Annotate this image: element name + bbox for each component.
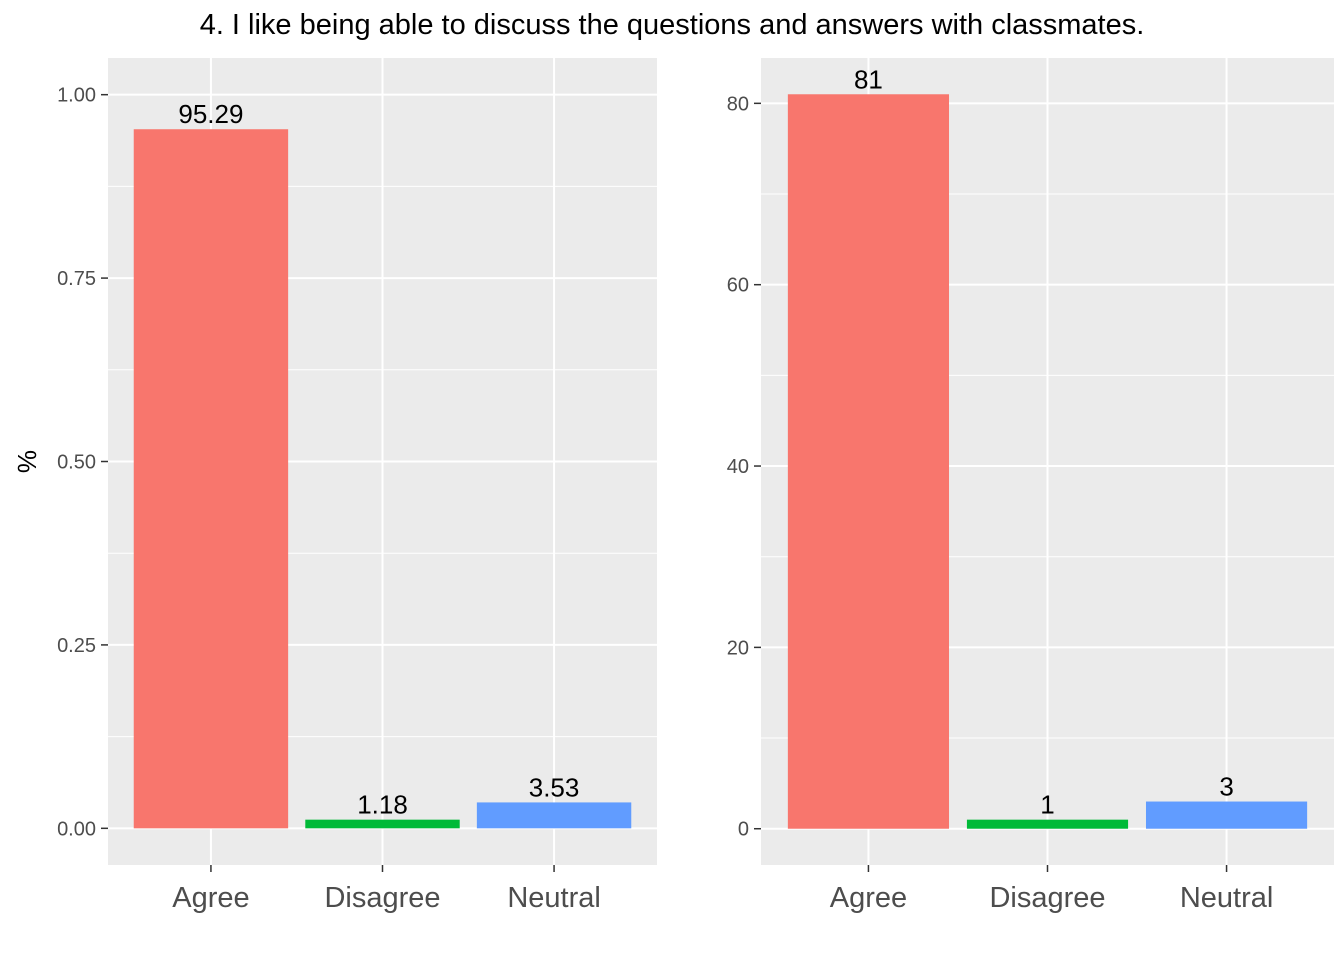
- data-label: 3.53: [529, 772, 580, 802]
- y-tick-label: 20: [727, 637, 749, 659]
- x-tick-label: Agree: [172, 882, 249, 914]
- y-tick-label: 0.75: [57, 268, 96, 290]
- y-tick-label: 0: [738, 819, 749, 841]
- panel-2: 0 20 40 60 80 81 1 3 Agree Disagree Neutral: [727, 58, 1334, 914]
- y-tick-label: 60: [727, 275, 749, 297]
- y-tick-label: 80: [727, 93, 749, 115]
- bar-neutral: [476, 802, 632, 829]
- y-tick-label: 0.50: [57, 452, 96, 474]
- panel-1: 0.00 0.25 0.50 0.75 1.00 95.29 1.18 3.53 Agree Di…: [12, 58, 657, 914]
- x-tick-label: Neutral: [507, 882, 601, 914]
- bar-neutral: [1145, 801, 1308, 829]
- y-tick-label: 40: [727, 456, 749, 478]
- x-tick-label: Neutral: [1180, 882, 1274, 914]
- figure-title: 4. I like being able to discuss the ques…: [200, 9, 1145, 41]
- bar-disagree: [305, 819, 460, 829]
- data-label: 1.18: [357, 790, 408, 820]
- data-label: 95.29: [178, 99, 243, 129]
- data-label: 81: [854, 64, 883, 94]
- x-tick-label: Agree: [830, 882, 907, 914]
- data-label: 1: [1040, 790, 1054, 820]
- y-tick-label: 0.25: [57, 635, 96, 657]
- y-axis-title: %: [12, 450, 42, 473]
- bar-disagree: [966, 819, 1129, 829]
- x-tick-label: Disagree: [324, 882, 440, 914]
- x-tick-label: Disagree: [989, 882, 1105, 914]
- bar-agree: [133, 129, 289, 829]
- data-label: 3: [1219, 772, 1233, 802]
- bar-agree: [787, 94, 950, 829]
- y-tick-label: 1.00: [57, 85, 96, 107]
- y-tick-label: 0.00: [57, 818, 96, 840]
